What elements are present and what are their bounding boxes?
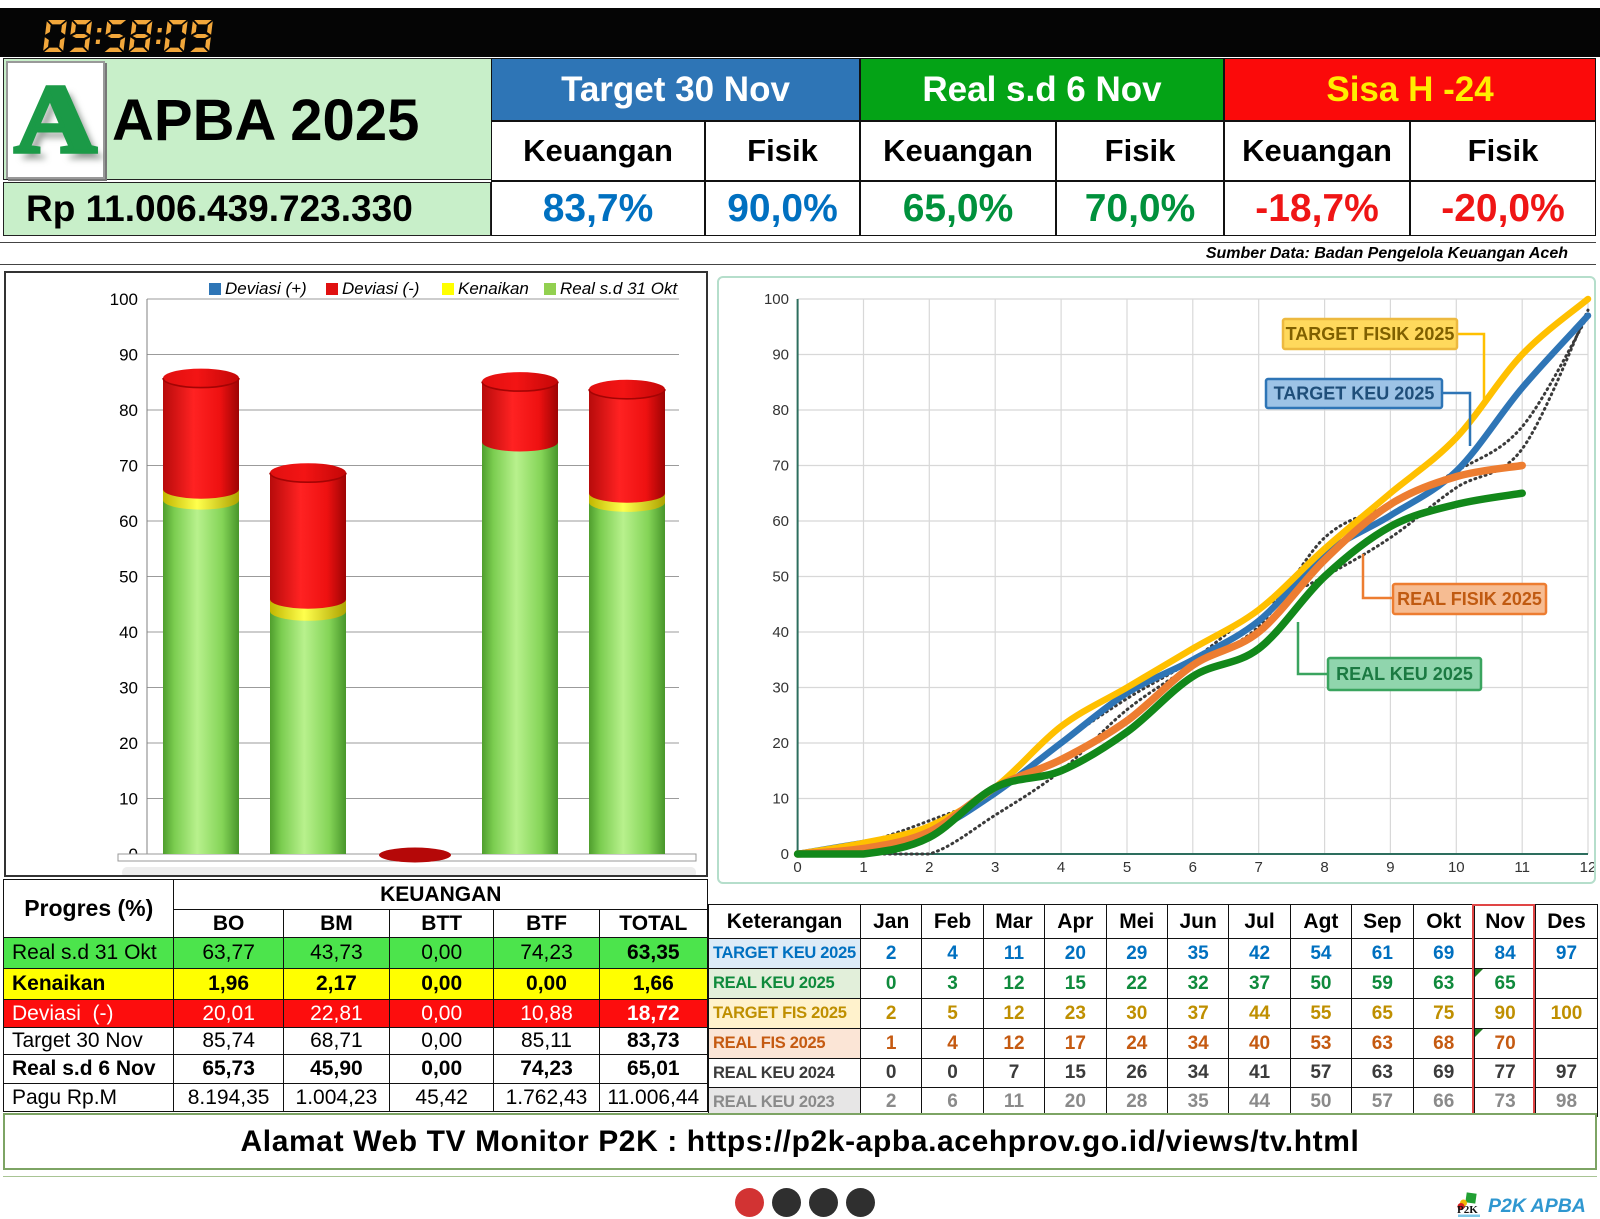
svg-text:10: 10 bbox=[1448, 859, 1465, 876]
svg-text:1: 1 bbox=[859, 859, 867, 876]
svg-text:60: 60 bbox=[772, 513, 789, 530]
svg-text:2: 2 bbox=[925, 859, 933, 876]
svg-text:TARGET KEU 2025: TARGET KEU 2025 bbox=[1274, 384, 1435, 404]
svg-text:90: 90 bbox=[772, 347, 789, 364]
svg-text:100: 100 bbox=[764, 291, 789, 308]
svg-text:80: 80 bbox=[772, 402, 789, 419]
svg-text:Deviasi (-): Deviasi (-) bbox=[342, 279, 419, 298]
svg-text:20: 20 bbox=[772, 735, 789, 752]
svg-text:40: 40 bbox=[119, 623, 138, 642]
svg-text:5: 5 bbox=[1123, 859, 1131, 876]
svg-text:10: 10 bbox=[119, 790, 138, 809]
svg-text:10: 10 bbox=[772, 791, 789, 808]
svg-text:50: 50 bbox=[772, 569, 789, 586]
svg-text:100: 100 bbox=[110, 290, 138, 309]
svg-text:20: 20 bbox=[119, 734, 138, 753]
svg-text:0: 0 bbox=[793, 859, 801, 876]
svg-text:REAL FISIK 2025: REAL FISIK 2025 bbox=[1397, 589, 1542, 609]
svg-text:4: 4 bbox=[1057, 859, 1065, 876]
svg-text:8: 8 bbox=[1320, 859, 1328, 876]
svg-text:P2K: P2K bbox=[1457, 1204, 1478, 1216]
svg-text:90: 90 bbox=[119, 346, 138, 365]
svg-text:TARGET FISIK 2025: TARGET FISIK 2025 bbox=[1286, 324, 1455, 344]
svg-text:7: 7 bbox=[1255, 859, 1263, 876]
svg-text:Real s.d 31 Okt: Real s.d 31 Okt bbox=[560, 279, 678, 298]
svg-text:0: 0 bbox=[781, 846, 789, 863]
svg-text:11: 11 bbox=[1514, 859, 1530, 876]
svg-text:Kenaikan: Kenaikan bbox=[458, 279, 529, 298]
svg-text:P2K APBA: P2K APBA bbox=[1488, 1195, 1586, 1217]
svg-text:6: 6 bbox=[1189, 859, 1197, 876]
svg-text:70: 70 bbox=[772, 458, 789, 475]
svg-text:9: 9 bbox=[1386, 859, 1394, 876]
svg-text:Deviasi (+): Deviasi (+) bbox=[225, 279, 307, 298]
svg-text:3: 3 bbox=[991, 859, 999, 876]
svg-text:70: 70 bbox=[119, 457, 138, 476]
svg-text:50: 50 bbox=[119, 568, 138, 587]
svg-text:80: 80 bbox=[119, 401, 138, 420]
svg-text:60: 60 bbox=[119, 512, 138, 531]
svg-text:30: 30 bbox=[772, 680, 789, 697]
svg-text:REAL KEU 2025: REAL KEU 2025 bbox=[1336, 664, 1473, 684]
svg-text:40: 40 bbox=[772, 624, 789, 641]
svg-text:12: 12 bbox=[1580, 859, 1594, 876]
svg-text:30: 30 bbox=[119, 679, 138, 698]
